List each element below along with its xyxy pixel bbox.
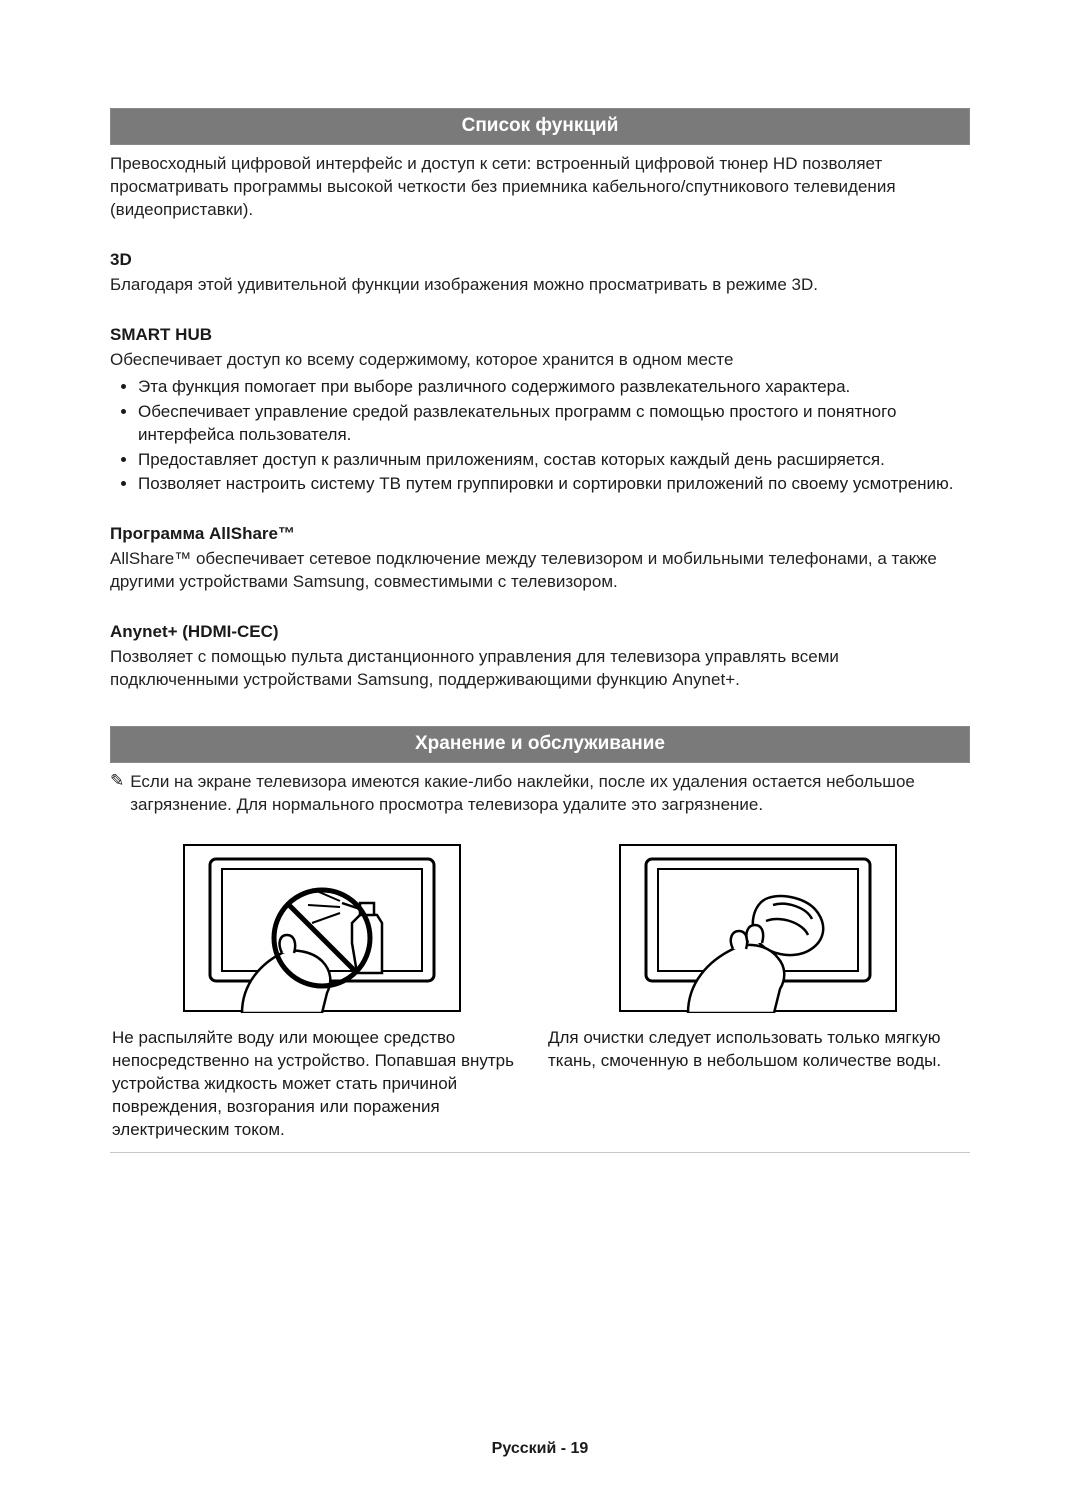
care-col-right: Для очистки следует использовать только … bbox=[546, 843, 970, 1142]
divider bbox=[110, 1152, 970, 1153]
illustration-damp-cloth bbox=[618, 843, 898, 1013]
page-footer: Русский - 19 bbox=[0, 1440, 1080, 1458]
section-header-care: Хранение и обслуживание bbox=[110, 726, 970, 763]
footer-separator: - bbox=[556, 1440, 570, 1457]
feature-desc-3d: Благодаря этой удивительной функции изоб… bbox=[110, 274, 970, 297]
feature-desc-anynet: Позволяет с помощью пульта дистанционног… bbox=[110, 646, 970, 692]
footer-language: Русский bbox=[492, 1440, 557, 1457]
note-icon: ✎ bbox=[110, 771, 124, 791]
care-col-left: Не распыляйте воду или моющее средство н… bbox=[110, 843, 534, 1142]
feature-desc-smarthub: Обеспечивает доступ ко всему содержимому… bbox=[110, 349, 970, 372]
features-intro: Превосходный цифровой интерфейс и доступ… bbox=[110, 153, 970, 222]
care-note-text: Если на экране телевизора имеются какие-… bbox=[130, 771, 970, 817]
footer-page-number: 19 bbox=[571, 1440, 589, 1457]
care-grid: Не распыляйте воду или моющее средство н… bbox=[110, 843, 970, 1142]
feature-title-anynet: Anynet+ (HDMI-CEC) bbox=[110, 622, 970, 642]
feature-title-3d: 3D bbox=[110, 250, 970, 270]
list-item: Предоставляет доступ к различным приложе… bbox=[138, 449, 970, 472]
care-note-row: ✎ Если на экране телевизора имеются каки… bbox=[110, 771, 970, 817]
list-item: Эта функция помогает при выборе различно… bbox=[138, 376, 970, 399]
feature-bullets-smarthub: Эта функция помогает при выборе различно… bbox=[110, 376, 970, 497]
care-caption-left: Не распыляйте воду или моющее средство н… bbox=[110, 1027, 534, 1142]
illustration-no-spray bbox=[182, 843, 462, 1013]
feature-title-smarthub: SMART HUB bbox=[110, 325, 970, 345]
feature-desc-allshare: AllShare™ обеспечивает сетевое подключен… bbox=[110, 548, 970, 594]
document-page: Список функций Превосходный цифровой инт… bbox=[0, 0, 1080, 1494]
list-item: Позволяет настроить систему ТВ путем гру… bbox=[138, 473, 970, 496]
list-item: Обеспечивает управление средой развлекат… bbox=[138, 401, 970, 447]
section-header-features: Список функций bbox=[110, 108, 970, 145]
feature-title-allshare: Программа AllShare™ bbox=[110, 524, 970, 544]
care-caption-right: Для очистки следует использовать только … bbox=[546, 1027, 970, 1073]
